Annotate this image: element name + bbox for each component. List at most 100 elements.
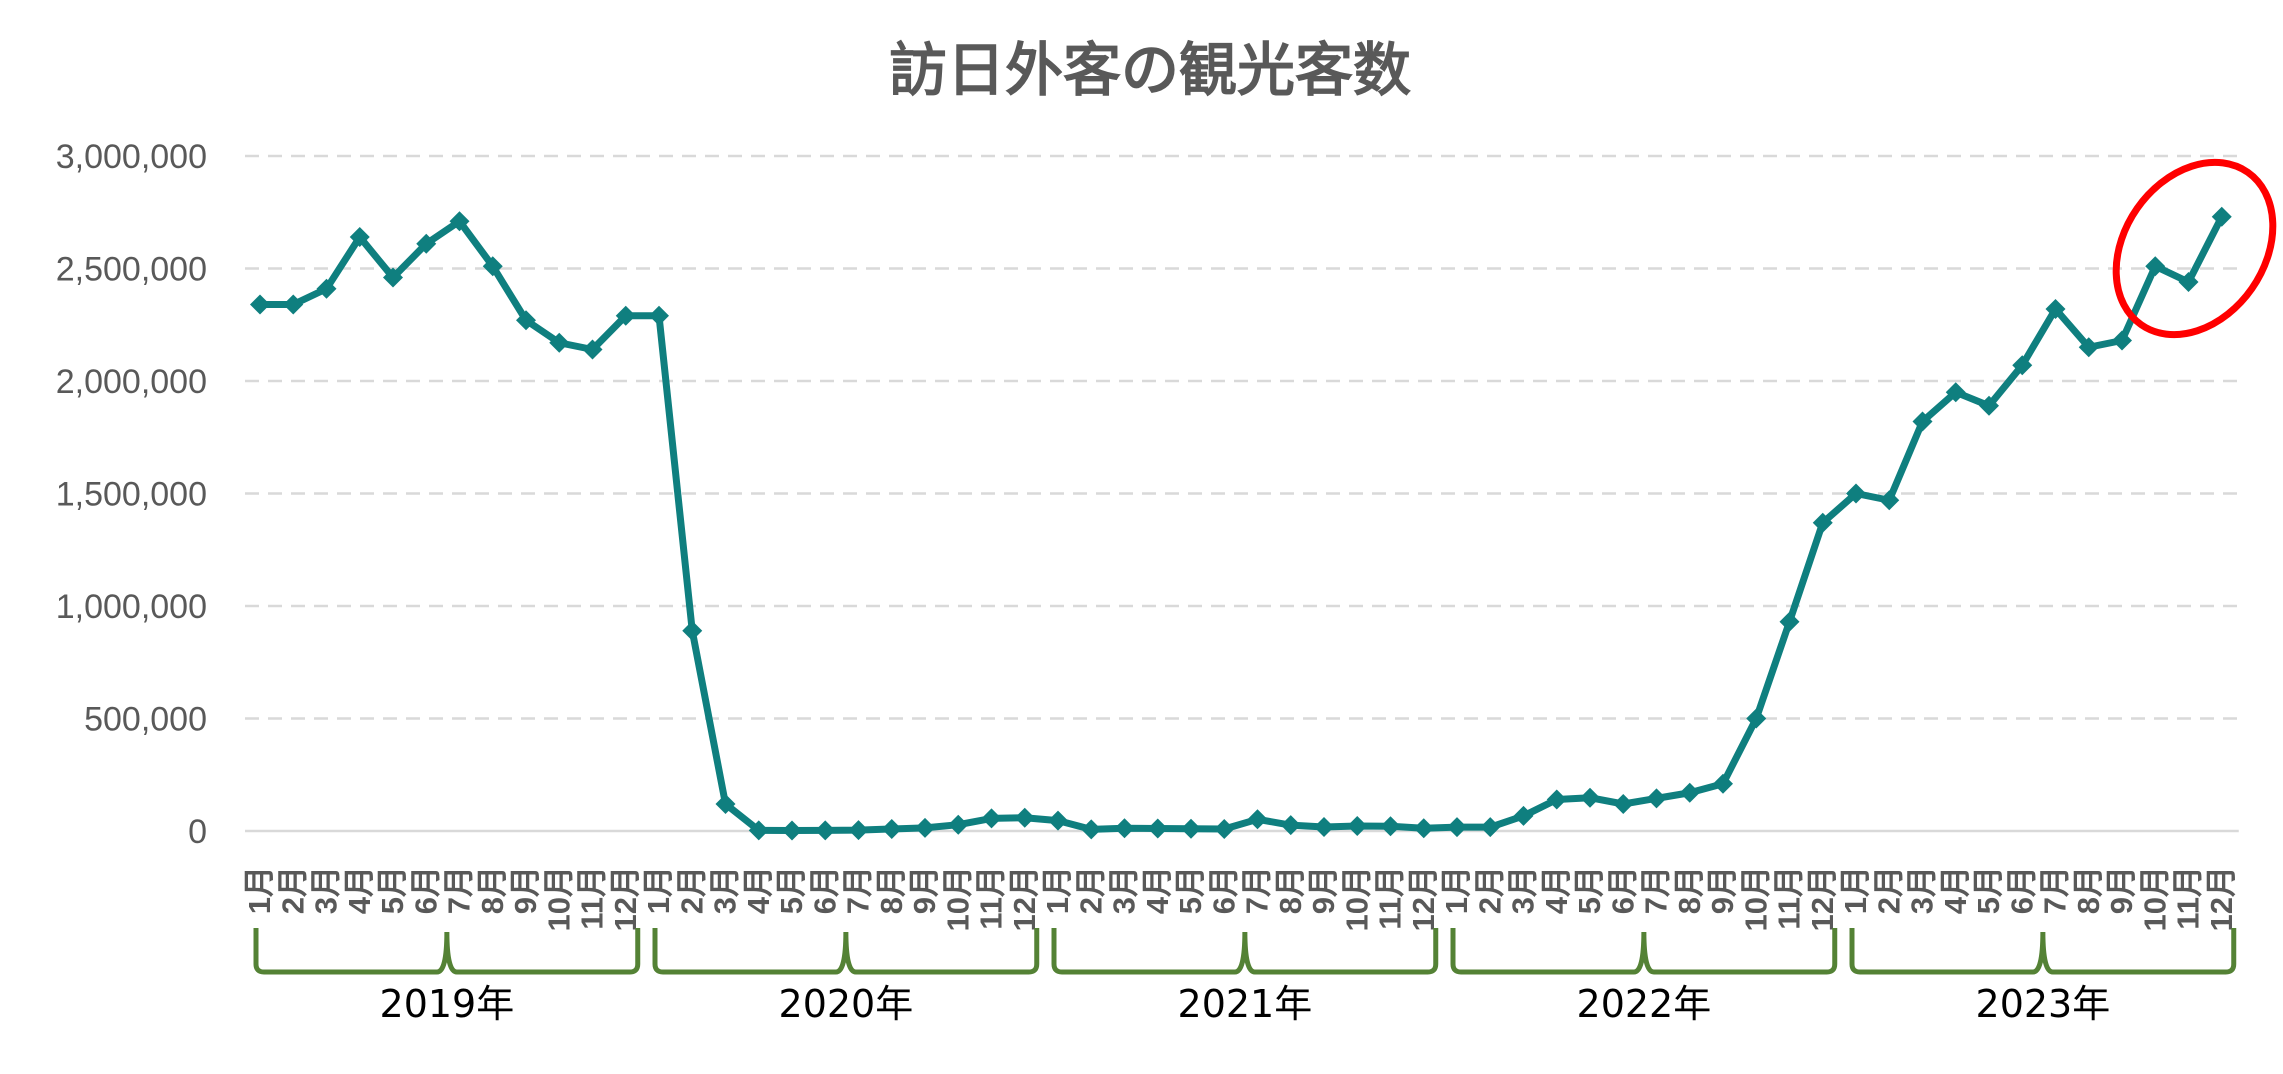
data-point [349, 227, 370, 247]
data-point [516, 310, 536, 331]
data-point [250, 294, 270, 315]
x-tick-label: 5月 [1173, 866, 1208, 914]
x-tick-label: 10月 [1738, 866, 1773, 931]
data-point [1247, 809, 1268, 830]
data-point-markers [250, 206, 2232, 841]
data-point [1613, 794, 1634, 814]
year-label: 2019年 [380, 982, 515, 1026]
data-point [1147, 818, 1168, 839]
x-tick-label: 2月 [275, 866, 310, 914]
y-axis-tick-labels: 0 500,000 1,000,000 1,500,000 2,000,000 2,500… [56, 138, 207, 851]
data-point [881, 818, 902, 839]
x-tick-label: 2月 [1871, 866, 1906, 914]
x-tick-label: 3月 [309, 866, 344, 914]
year-bracket [253, 928, 641, 975]
x-tick-label: 12月 [1805, 866, 1840, 931]
year-bracket [1849, 928, 2237, 975]
data-point [1380, 816, 1401, 837]
x-tick-label: 5月 [375, 866, 410, 914]
data-point [2145, 256, 2166, 277]
data-point [1546, 789, 1567, 810]
data-point [1114, 818, 1135, 839]
data-point [1513, 805, 1534, 826]
data-point [981, 808, 1002, 829]
x-tick-label: 7月 [1639, 866, 1674, 914]
x-tick-label: 11月 [575, 866, 610, 930]
x-tick-label: 4月 [1140, 866, 1175, 914]
x-tick-label: 12月 [2204, 866, 2239, 931]
data-point [1912, 411, 1933, 432]
data-point [1347, 816, 1368, 837]
x-tick-label: 10月 [541, 866, 576, 931]
x-tick-label: 9月 [907, 866, 942, 914]
year-bracket [652, 928, 1040, 975]
x-tick-label: 6月 [2004, 866, 2039, 914]
series-line [260, 215, 2225, 835]
x-tick-label: 9月 [508, 866, 543, 914]
x-tick-label: 11月 [1373, 866, 1408, 930]
x-tick-label: 1月 [242, 866, 277, 914]
data-point [1447, 817, 1467, 838]
x-tick-label: 8月 [475, 866, 510, 914]
data-point [482, 256, 503, 277]
data-point [1879, 490, 1900, 511]
data-point [1779, 611, 1800, 632]
data-point [782, 820, 802, 841]
data-point [2178, 272, 2199, 292]
x-tick-label: 7月 [2038, 866, 2073, 914]
y-tick-label: 1,500,000 [56, 476, 207, 514]
year-brackets [253, 928, 2237, 975]
data-point [1014, 807, 1035, 828]
data-point [748, 820, 769, 841]
data-point [1646, 788, 1667, 809]
x-tick-label: 10月 [1339, 866, 1374, 931]
data-point [915, 817, 935, 838]
y-tick-label: 2,500,000 [56, 251, 207, 289]
data-point [1812, 512, 1833, 533]
data-point [1679, 782, 1700, 803]
year-label: 2023年 [1976, 982, 2111, 1026]
x-tick-label: 2月 [674, 866, 709, 914]
data-point [2012, 355, 2033, 376]
x-tick-label: 6月 [1206, 866, 1241, 914]
y-tick-label: 2,000,000 [56, 363, 207, 401]
x-tick-label: 1月 [641, 866, 676, 914]
data-point [1979, 395, 1999, 416]
x-tick-label: 12月 [1007, 866, 1042, 931]
y-tick-label: 500,000 [84, 701, 207, 739]
y-tick-label: 1,000,000 [56, 588, 207, 626]
data-point [1280, 815, 1301, 836]
data-point [948, 814, 969, 835]
x-tick-label: 6月 [408, 866, 443, 914]
data-point [815, 820, 836, 841]
data-point [2112, 330, 2132, 351]
data-point [2078, 337, 2099, 358]
x-tick-label: 9月 [1306, 866, 1341, 914]
x-tick-label: 9月 [2104, 866, 2139, 914]
x-tick-label: 3月 [708, 866, 743, 914]
x-tick-label: 4月 [342, 866, 377, 914]
year-label: 2022年 [1577, 982, 1712, 1026]
chart-title: 訪日外客の観光客数 [889, 36, 1411, 104]
x-tick-label: 1月 [1040, 866, 1075, 914]
x-tick-label: 8月 [2071, 866, 2106, 914]
data-point [582, 339, 603, 360]
x-tick-label: 8月 [874, 866, 909, 914]
x-tick-label: 11月 [1772, 866, 1807, 930]
data-point [1480, 817, 1501, 838]
x-tick-label: 8月 [1273, 866, 1308, 914]
data-point [1746, 708, 1767, 729]
x-tick-label: 7月 [1240, 866, 1275, 914]
x-tick-label: 12月 [1406, 866, 1441, 931]
x-tick-label: 8月 [1672, 866, 1707, 914]
data-point [682, 620, 703, 641]
year-label: 2021年 [1178, 982, 1313, 1026]
data-point [1181, 818, 1201, 839]
x-tick-label: 4月 [1539, 866, 1574, 914]
year-bracket [1051, 928, 1439, 975]
x-tick-label: 9月 [1705, 866, 1740, 914]
data-point [1413, 818, 1434, 839]
data-point [2211, 206, 2232, 227]
x-tick-label: 12月 [608, 866, 643, 931]
gridlines [245, 154, 2239, 720]
